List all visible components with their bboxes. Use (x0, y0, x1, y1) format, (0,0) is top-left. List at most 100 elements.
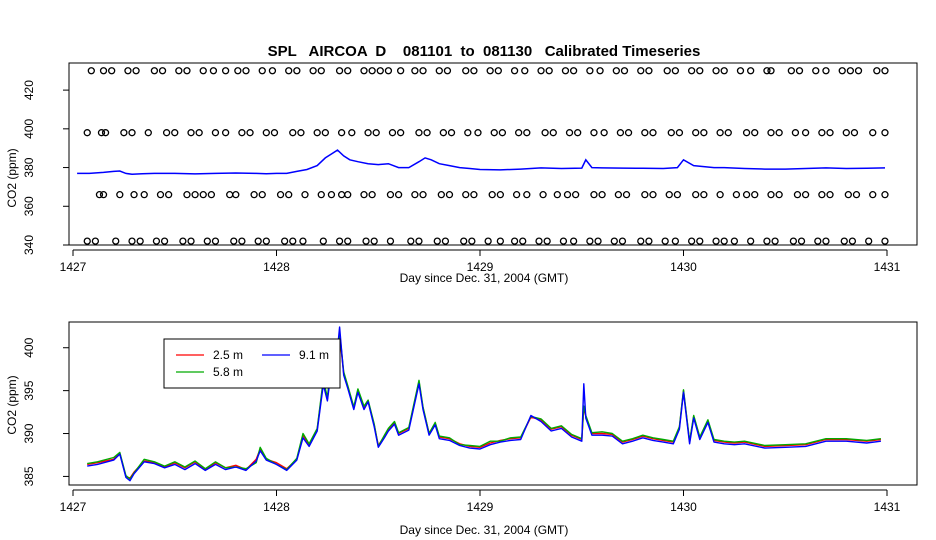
top-x-tick-label: 1428 (263, 260, 290, 274)
calibration-point (335, 67, 344, 75)
calibration-point (812, 67, 820, 75)
top-x-tick-label: 1430 (670, 260, 697, 274)
calibration-point (207, 191, 216, 199)
calibration-point (289, 129, 297, 137)
calibration-point (523, 129, 531, 137)
calibration-point (199, 67, 207, 75)
calibration-point (675, 129, 684, 137)
bottom-y-tick-label: 390 (22, 423, 36, 443)
calibration-point (881, 191, 889, 199)
calibration-point (285, 191, 293, 199)
calibration-point (797, 237, 806, 245)
calibration-point (596, 67, 604, 75)
calibration-point (869, 191, 877, 199)
calibration-point (344, 237, 352, 245)
calibration-point (372, 129, 380, 137)
calibration-point (460, 237, 468, 245)
calibration-point (221, 129, 230, 137)
calibration-point (751, 129, 759, 137)
calibration-point (386, 191, 395, 199)
legend-label-2-5m: 2.5 m (213, 348, 243, 362)
calibration-point (488, 191, 496, 199)
top-y-tick-label: 400 (22, 118, 36, 138)
calibration-point (512, 191, 521, 199)
calibration-point (203, 237, 211, 245)
bottom-x-tick-label: 1430 (670, 500, 697, 514)
calibration-point (211, 237, 220, 245)
calibration-point (553, 191, 561, 199)
calibration-point (844, 191, 852, 199)
calibration-point (209, 67, 218, 75)
calibration-point (563, 191, 572, 199)
calibration-point (620, 67, 629, 75)
calibration-point (464, 129, 472, 137)
calibration-point (496, 191, 505, 199)
calibration-point (671, 67, 680, 75)
calibration-point (775, 191, 783, 199)
calibration-point (724, 129, 732, 137)
calibration-point (83, 237, 91, 245)
calibration-point (152, 237, 161, 245)
calibration-point (130, 191, 138, 199)
calibration-point (795, 67, 804, 75)
calibration-point (846, 67, 855, 75)
calibration-point (360, 191, 368, 199)
calibration-point (742, 191, 751, 199)
legend-label-9-1m: 9.1 m (299, 348, 329, 362)
calibration-point (108, 67, 116, 75)
calibration-point (396, 67, 405, 75)
calibration-point (376, 67, 384, 75)
calibration-point (407, 237, 415, 245)
calibration-point (394, 191, 403, 199)
calibration-point (293, 67, 301, 75)
calibration-point (848, 237, 857, 245)
calibration-point (388, 129, 397, 137)
bottom-x-tick-label: 1427 (60, 500, 87, 514)
calibration-point (187, 129, 195, 137)
calibration-point (211, 129, 220, 137)
top-x-tick-label: 1429 (467, 260, 494, 274)
calibration-point (232, 191, 240, 199)
calibration-point (510, 237, 519, 245)
calibration-point (362, 237, 370, 245)
top-x-tick-label: 1427 (60, 260, 87, 274)
calibration-point (616, 129, 625, 137)
calibration-point (238, 237, 246, 245)
calibration-point (826, 129, 834, 137)
calibration-point (565, 129, 574, 137)
calibration-point (692, 129, 700, 137)
calibration-point (313, 129, 321, 137)
calibration-point (443, 67, 452, 75)
top-y-axis: 340 360 380 400 420 (22, 80, 70, 255)
calibration-point (767, 191, 775, 199)
calibration-point (624, 129, 633, 137)
calibration-point (498, 129, 507, 137)
calibration-point (195, 129, 203, 137)
calibration-point (230, 237, 238, 245)
calibration-point (826, 191, 834, 199)
calibration-point (221, 67, 230, 75)
calibration-point (539, 191, 547, 199)
calibration-point (838, 67, 846, 75)
calibration-point (368, 67, 376, 75)
calibration-point (179, 237, 187, 245)
calibration-point (559, 237, 568, 245)
calibration-point (411, 191, 419, 199)
top-y-axis-label: CO2 (ppm) (5, 148, 19, 207)
bottom-x-tick-label: 1428 (263, 500, 290, 514)
calibration-point (309, 67, 317, 75)
calibration-point (763, 67, 771, 75)
calibration-point (327, 191, 336, 199)
calibration-point (250, 191, 258, 199)
calibration-point (462, 67, 470, 75)
calibration-point (140, 191, 148, 199)
calibration-point (344, 67, 352, 75)
calibration-point (132, 67, 140, 75)
top-y-tick-label: 420 (22, 80, 36, 100)
calibration-point (881, 67, 889, 75)
calibration-point (280, 237, 289, 245)
bottom-x-tick-label: 1431 (874, 500, 901, 514)
calibration-point (120, 129, 128, 137)
calibration-point (865, 237, 873, 245)
calibration-point (549, 129, 557, 137)
